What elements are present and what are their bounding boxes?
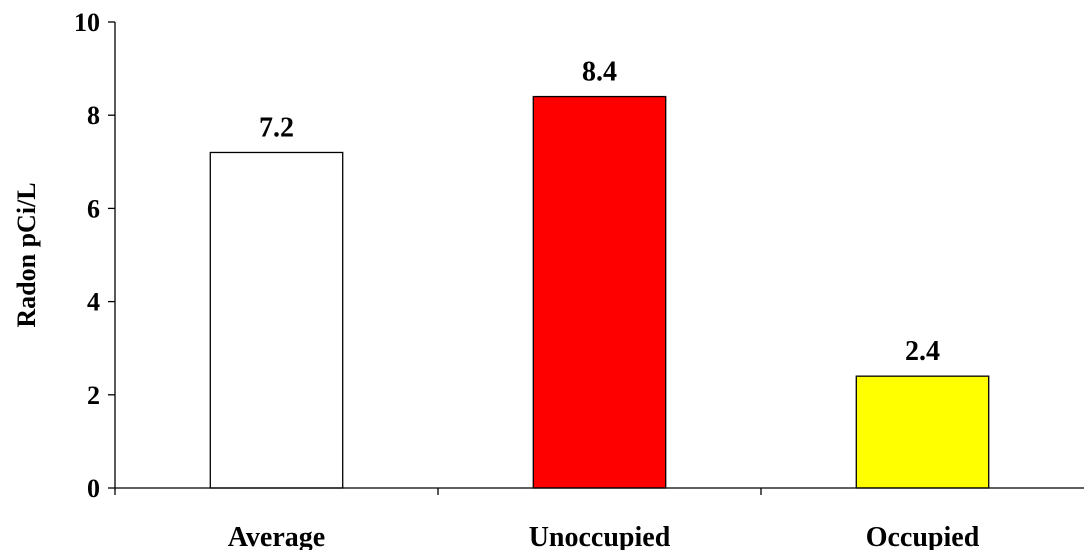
x-axis: Average Unoccupied Occupied: [114, 487, 1084, 550]
category-label-occupied: Occupied: [866, 522, 980, 550]
data-label-occupied: 2.4: [905, 336, 940, 367]
category-label-average: Average: [228, 522, 325, 550]
y-tick-label: 4: [87, 288, 100, 317]
bar-unoccupied: [532, 95, 667, 489]
y-tick-label: 10: [74, 8, 100, 37]
bar-occupied: [855, 375, 990, 489]
y-tick-label: 2: [87, 381, 100, 410]
y-tick-label: 8: [87, 101, 100, 130]
data-label-unoccupied: 8.4: [582, 57, 617, 88]
data-label-average: 7.2: [259, 112, 294, 143]
bar-average: [209, 151, 344, 489]
bars: 7.2 8.4 2.4: [209, 57, 990, 489]
y-tick-label: 6: [87, 194, 100, 223]
y-axis-title: Radon pCi/L: [12, 182, 41, 327]
y-tick-label: 0: [87, 474, 100, 503]
y-axis-ticks: 0 2 4 6 8 10: [74, 8, 116, 503]
category-label-unoccupied: Unoccupied: [529, 522, 671, 550]
